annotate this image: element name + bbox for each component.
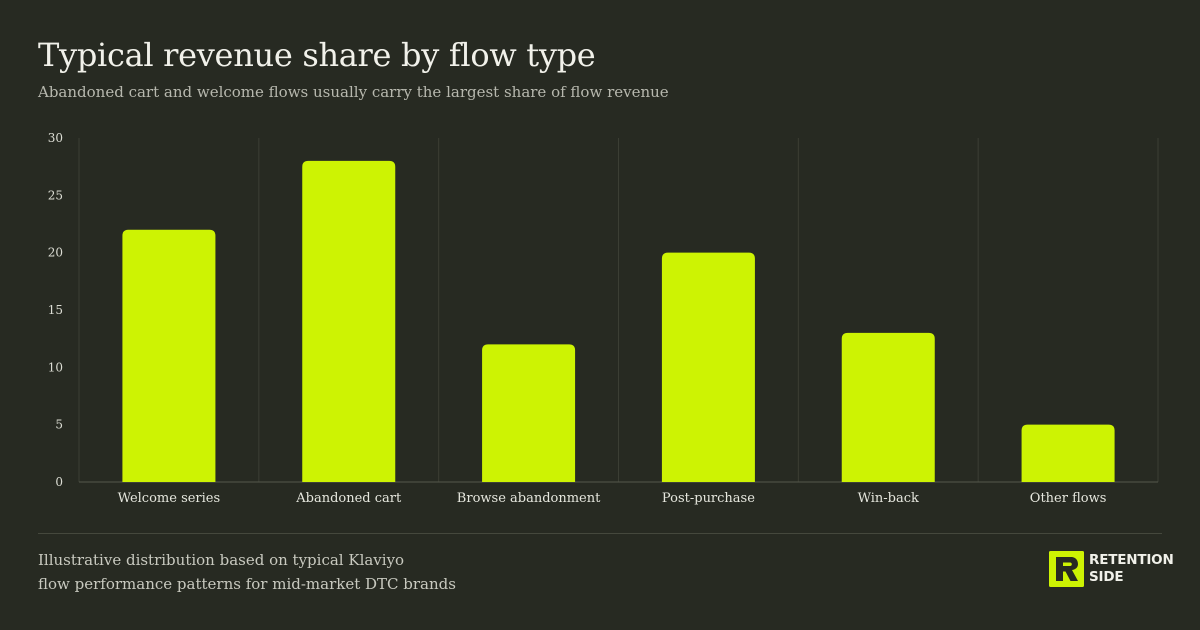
bar [122, 229, 216, 482]
footnote-line-1: Illustrative distribution based on typic… [38, 551, 405, 569]
brand-name: RETENTION SIDE [1089, 552, 1174, 586]
y-tick-label: 10 [48, 360, 63, 374]
bar [841, 332, 935, 482]
x-tick-label: Post-purchase [662, 491, 755, 506]
footnote-line-2: flow performance patterns for mid-market… [38, 575, 456, 593]
x-tick-label: Win-back [858, 491, 919, 506]
bar [302, 160, 396, 482]
chart-title: Typical revenue share by flow type [38, 36, 596, 74]
footnote: Illustrative distribution based on typic… [38, 548, 456, 596]
brand-line-2: SIDE [1089, 569, 1124, 585]
x-tick-label: Browse abandonment [457, 491, 601, 506]
x-tick-label: Welcome series [118, 491, 221, 506]
y-tick-label: 25 [48, 188, 63, 202]
bar [1021, 424, 1115, 482]
y-tick-label: 30 [48, 131, 63, 145]
y-tick-label: 15 [48, 303, 63, 317]
x-tick-label: Abandoned cart [295, 491, 402, 506]
y-tick-label: 0 [55, 475, 63, 489]
brand-line-1: RETENTION [1089, 552, 1174, 568]
y-tick-label: 20 [48, 246, 63, 260]
footer-divider [38, 533, 1162, 534]
bar [482, 344, 576, 482]
x-tick-label: Other flows [1030, 491, 1107, 506]
bar-chart: 0 5 10 15 20 25 30 Welcome series Abandoned cart… [48, 131, 1159, 506]
retention-side-logo-icon [1049, 551, 1084, 587]
brand-logo: RETENTION SIDE [1049, 551, 1174, 587]
bar [661, 252, 755, 482]
y-tick-label: 5 [55, 418, 63, 432]
chart-subtitle: Abandoned cart and welcome flows usually… [38, 83, 669, 101]
